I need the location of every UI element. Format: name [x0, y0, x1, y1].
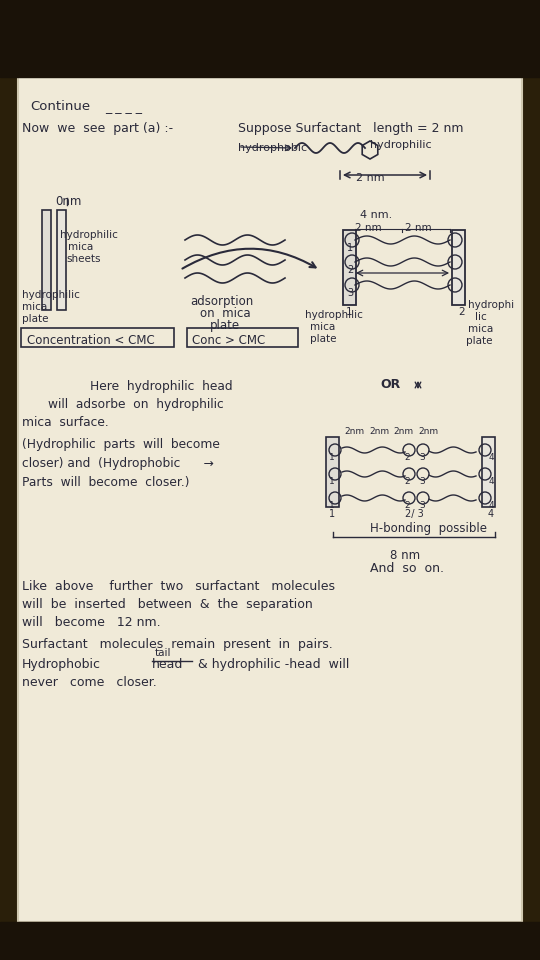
Text: 1: 1 [329, 477, 335, 486]
Text: Continue: Continue [30, 100, 90, 113]
Text: _ _ _ _: _ _ _ _ [105, 100, 142, 113]
Bar [0, 0, 540, 77]
Text: will  be  inserted   between  &  the  separation: will be inserted between & the separatio… [22, 598, 313, 611]
Text: plate: plate [466, 336, 492, 346]
Text: sheets: sheets [66, 254, 100, 264]
Text: Here  hydrophilic  head: Here hydrophilic head [90, 380, 233, 393]
Text: 3: 3 [347, 288, 353, 298]
Text: 1: 1 [346, 307, 353, 317]
Bar [0, 922, 540, 960]
Text: 4: 4 [489, 453, 495, 462]
Text: 2: 2 [458, 307, 464, 317]
Text: will   become   12 nm.: will become 12 nm. [22, 616, 160, 629]
Text: Now  we  see  part (a) :-: Now we see part (a) :- [22, 122, 173, 135]
Bar [57, 210, 66, 310]
Text: And  so  on.: And so on. [370, 562, 444, 575]
Text: hydrophilic: hydrophilic [305, 310, 363, 320]
Text: hydrophobic: hydrophobic [238, 143, 307, 153]
Text: 4: 4 [489, 501, 495, 510]
Text: 8 nm: 8 nm [390, 549, 420, 562]
Text: hydrophilic: hydrophilic [370, 140, 431, 150]
Text: 2 nm: 2 nm [355, 223, 382, 233]
Text: mica: mica [468, 324, 493, 334]
Text: Concentration < CMC: Concentration < CMC [27, 334, 155, 347]
Text: 2 nm: 2 nm [405, 223, 431, 233]
Text: hydrophilic: hydrophilic [22, 290, 80, 300]
Text: 2nm: 2nm [418, 427, 438, 436]
Text: Parts  will  become  closer.): Parts will become closer.) [22, 476, 190, 489]
Text: 1: 1 [347, 243, 353, 253]
Text: mica: mica [68, 242, 93, 252]
Text: never   come   closer.: never come closer. [22, 676, 157, 689]
Text: on  mica: on mica [200, 307, 251, 320]
Text: 2/ 3: 2/ 3 [405, 509, 424, 519]
Text: hydrophi: hydrophi [468, 300, 514, 310]
Bar [452, 230, 465, 305]
Text: mica: mica [310, 322, 335, 332]
Text: 1: 1 [329, 453, 335, 462]
FancyBboxPatch shape [18, 77, 522, 922]
Text: 2 nm: 2 nm [356, 173, 384, 183]
Text: adsorption: adsorption [190, 295, 253, 308]
Text: 1: 1 [329, 501, 335, 510]
Text: 2: 2 [404, 477, 410, 486]
Text: Surfactant   molecules  remain  present  in  pairs.: Surfactant molecules remain present in p… [22, 638, 333, 651]
Bar [42, 210, 51, 310]
Text: H-bonding  possible: H-bonding possible [370, 522, 487, 535]
Text: 1: 1 [329, 509, 335, 519]
Text: 2nm: 2nm [369, 427, 389, 436]
Text: 4 nm.: 4 nm. [360, 210, 392, 220]
Bar [326, 437, 339, 507]
Text: 2: 2 [347, 265, 353, 275]
Text: 2nm: 2nm [344, 427, 364, 436]
Text: 0nm: 0nm [55, 195, 82, 208]
Text: 3: 3 [419, 501, 425, 510]
Text: plate: plate [310, 334, 336, 344]
Text: Hydrophobic: Hydrophobic [22, 658, 101, 671]
Text: head: head [152, 658, 184, 671]
Text: mica: mica [22, 302, 48, 312]
Text: 4: 4 [489, 477, 495, 486]
Text: & hydrophilic -head  will: & hydrophilic -head will [198, 658, 349, 671]
Text: 2: 2 [404, 453, 410, 462]
Text: plate: plate [22, 314, 49, 324]
Text: Suppose Surfactant   length = 2 nm: Suppose Surfactant length = 2 nm [238, 122, 463, 135]
Text: plate: plate [210, 319, 240, 332]
Text: (Hydrophilic  parts  will  become: (Hydrophilic parts will become [22, 438, 220, 451]
Text: hydrophilic: hydrophilic [60, 230, 118, 240]
Bar [482, 437, 495, 507]
Text: mica  surface.: mica surface. [22, 416, 109, 429]
Text: 3: 3 [419, 453, 425, 462]
Text: 2nm: 2nm [393, 427, 413, 436]
Text: Conc > CMC: Conc > CMC [192, 334, 265, 347]
Text: lic: lic [475, 312, 487, 322]
Text: OR: OR [380, 378, 400, 391]
Text: 3: 3 [419, 477, 425, 486]
Text: closer) and  (Hydrophobic      →: closer) and (Hydrophobic → [22, 457, 214, 470]
Text: Like  above    further  two   surfactant   molecules: Like above further two surfactant molecu… [22, 580, 335, 593]
Text: 4: 4 [488, 509, 494, 519]
Text: will  adsorbe  on  hydrophilic: will adsorbe on hydrophilic [48, 398, 224, 411]
Bar [343, 230, 356, 305]
Text: 2: 2 [404, 501, 410, 510]
Text: tail: tail [155, 648, 172, 658]
